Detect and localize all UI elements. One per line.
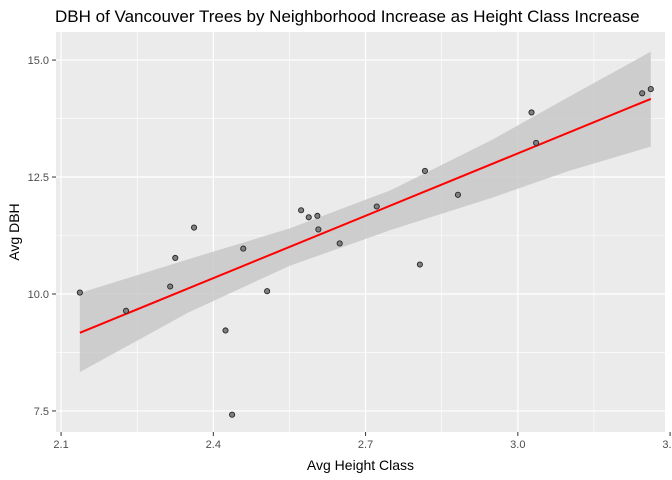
data-point [533, 139, 540, 146]
data-point [416, 261, 423, 268]
data-point [222, 327, 229, 334]
data-point [647, 86, 654, 93]
axis-layer: 2.1 2.4 2.7 3.0 3.3 7.5 10.0 12.5 15.0 [28, 55, 672, 451]
data-point [190, 224, 198, 231]
y-tick-label: 12.5 [28, 172, 49, 184]
data-point [240, 245, 247, 252]
data-point [76, 289, 83, 296]
confidence-band [79, 51, 651, 373]
y-tick-label: 15.0 [28, 55, 49, 67]
confidence-band-layer [79, 51, 651, 373]
data-point [454, 191, 461, 198]
x-tick-label: 3.0 [510, 439, 525, 451]
x-tick-label: 2.4 [206, 439, 221, 451]
data-point [298, 207, 305, 214]
data-point [172, 254, 179, 262]
y-axis-title: Avg DBH [6, 203, 22, 260]
data-point [305, 214, 312, 221]
y-tick-label: 7.5 [34, 406, 49, 418]
y-tick-label: 10.0 [28, 289, 49, 301]
data-point [373, 203, 380, 210]
data-point [639, 90, 646, 97]
x-axis-title: Avg Height Class [307, 457, 414, 473]
chart-title: DBH of Vancouver Trees by Neighborhood I… [55, 7, 640, 26]
data-point [528, 109, 535, 116]
data-point [421, 167, 429, 174]
points-layer [76, 86, 654, 418]
data-point [264, 288, 271, 295]
x-tick-label: 3.3 [662, 439, 672, 451]
x-tick-label: 2.1 [53, 439, 68, 451]
data-point [315, 226, 322, 233]
data-point [314, 212, 321, 219]
data-point [167, 283, 174, 290]
fit-line [79, 97, 652, 334]
fit-line-layer [79, 97, 652, 334]
data-point [229, 411, 236, 418]
data-point [336, 240, 343, 247]
data-point [122, 307, 130, 314]
x-tick-label: 2.7 [358, 439, 373, 451]
